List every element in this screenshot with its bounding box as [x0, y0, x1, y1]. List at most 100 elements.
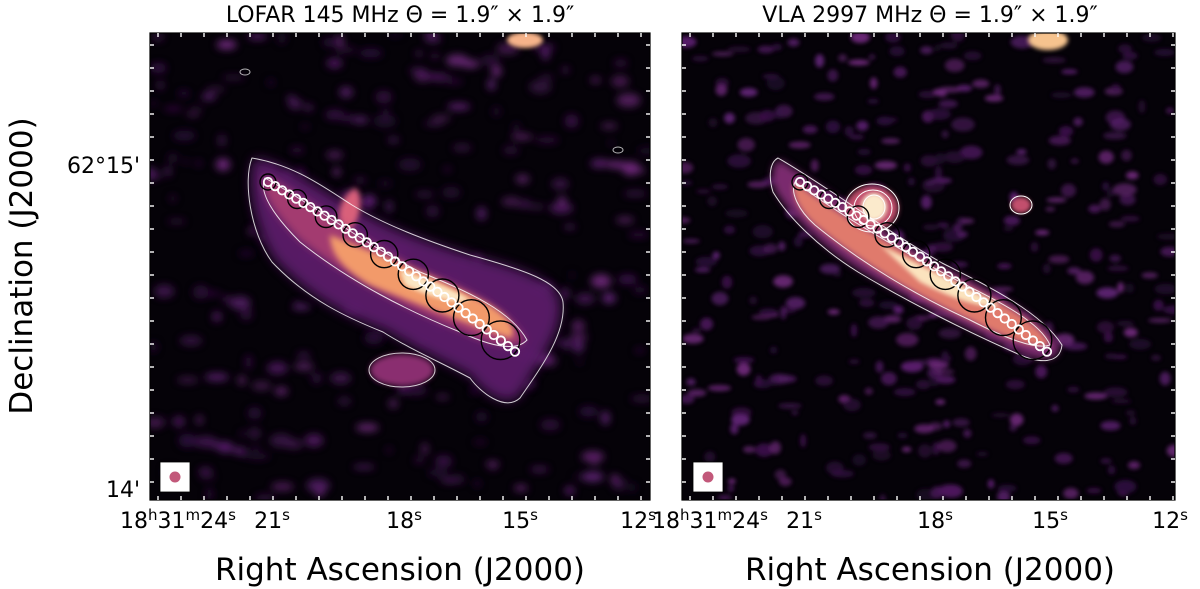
vla-track-dot: [935, 266, 947, 277]
vla-noise-blob: [682, 333, 704, 344]
x-axis-label-right: Right Ascension (J2000): [745, 552, 1115, 588]
vla-noise-blob: [694, 267, 711, 273]
lofar-noise-blob: [156, 80, 164, 90]
vla-noise-blob: [696, 189, 711, 194]
lofar-noise-blob: [294, 362, 314, 371]
vla-noise-blob: [926, 358, 942, 362]
vla-track-dot: [1020, 329, 1031, 341]
vla-noise-blob: [1112, 354, 1128, 360]
lofar-noise-blob: [423, 121, 444, 126]
lofar-noise-blob: [450, 474, 465, 482]
vla-region-circle: [846, 205, 870, 229]
vla-noise-blob: [736, 362, 751, 376]
vla-track-dot: [921, 256, 933, 267]
lofar-noise-blob: [248, 226, 256, 236]
vla-noise-blob: [944, 151, 966, 163]
lofar-noise-blob: [571, 319, 585, 333]
vla-noise-blob: [1067, 267, 1081, 275]
vla-noise-blob: [918, 90, 937, 99]
vla-track-dot: [985, 302, 996, 313]
lofar-noise-blob: [564, 224, 576, 230]
vla-noise-blob: [1088, 204, 1101, 213]
lofar-noise-blob: [590, 77, 601, 83]
vla-noise-blob: [976, 451, 989, 457]
vla-noise-blob: [827, 309, 840, 315]
vla-noise-blob: [991, 413, 1010, 418]
vla-noise-blob: [774, 107, 784, 119]
vla-track-dot: [907, 246, 919, 257]
lofar-region-circle: [452, 299, 490, 337]
vla-contour-east: [1009, 195, 1033, 215]
vla-noise-blob: [997, 490, 1011, 500]
vla-noise-blob: [1089, 248, 1103, 262]
vla-noise-blob: [900, 361, 924, 373]
lofar-contour-small-2: [612, 146, 624, 154]
vla-noise-blob: [848, 359, 860, 364]
vla-noise-blob: [780, 305, 787, 320]
vla-noise-blob: [1054, 453, 1073, 464]
lofar-noise-blob: [195, 415, 203, 425]
vla-noise-blob: [727, 485, 734, 492]
lofar-noise-blob: [359, 48, 383, 58]
vla-noise-blob: [695, 256, 717, 267]
lofar-noise-blob: [245, 355, 252, 369]
vla-noise-blob: [759, 109, 776, 122]
lofar-track-dot: [389, 256, 401, 267]
lofar-noise-blob: [269, 433, 292, 448]
vla-noise-blob: [960, 218, 975, 224]
vla-noise-blob: [724, 112, 735, 124]
lofar-noise-blob: [167, 219, 187, 224]
ra-tick-label-left-1: 18h31m24s: [120, 506, 236, 534]
lofar-noise-blob: [204, 373, 229, 382]
lofar-track-dot: [488, 329, 499, 341]
vla-track-dot: [886, 232, 897, 243]
lofar-noise-blob: [335, 46, 357, 54]
vla-noise-blob: [944, 58, 965, 72]
lofar-noise-blob: [600, 123, 618, 129]
lofar-region-circle: [425, 278, 460, 313]
vla-noise-blob: [1010, 413, 1024, 426]
vla-noise-blob: [1003, 226, 1014, 232]
lofar-noise-blob: [528, 203, 545, 210]
vla-region-circle: [901, 239, 931, 269]
vla-noise-blob: [700, 317, 714, 331]
vla-noise-blob: [1111, 399, 1132, 404]
lofar-noise-blob: [637, 147, 650, 155]
lofar-noise-blob: [212, 311, 222, 323]
vla-noise-blob: [721, 275, 733, 289]
vla-track-dot: [914, 251, 926, 262]
vla-noise-blob: [733, 357, 755, 364]
vla-noise-blob: [682, 36, 697, 48]
ra-tick-label-left-4: 15s: [502, 506, 538, 534]
vla-noise-blob: [838, 54, 847, 62]
vla-noise-blob: [1098, 150, 1114, 164]
vla-noise-blob: [1160, 246, 1175, 257]
vla-noise-blob: [772, 43, 782, 51]
vla-noise-blob: [935, 399, 946, 405]
vla-noise-blob: [987, 479, 995, 489]
vla-noise-blob: [963, 429, 972, 438]
vla-track-dot: [851, 210, 862, 221]
vla-noise-blob: [1116, 320, 1135, 327]
lofar-track-dot: [481, 324, 492, 335]
vla-noise-blob: [711, 51, 734, 57]
lofar-noise-blob: [415, 51, 423, 56]
lofar-noise-blob: [238, 250, 254, 257]
lofar-noise-blob: [627, 482, 637, 493]
lofar-noise-blob: [206, 487, 213, 500]
lofar-noise-blob: [297, 352, 311, 359]
vla-noise-blobs: [682, 33, 1175, 500]
lofar-noise-blob: [616, 93, 641, 108]
vla-track-dot: [900, 242, 912, 253]
lofar-noise-blob: [470, 387, 478, 395]
vla-noise-blob: [704, 451, 716, 463]
lofar-noise-blob: [322, 37, 341, 47]
vla-noise-blob: [937, 439, 957, 453]
lofar-noise-blob: [300, 124, 310, 130]
lofar-noise-blob: [239, 430, 246, 437]
lofar-noise-blob: [215, 158, 231, 171]
lofar-noise-blob: [487, 78, 496, 91]
vla-noise-blob: [778, 241, 786, 251]
vla-noise-blob: [997, 484, 1017, 492]
vla-noise-blob: [827, 69, 839, 82]
